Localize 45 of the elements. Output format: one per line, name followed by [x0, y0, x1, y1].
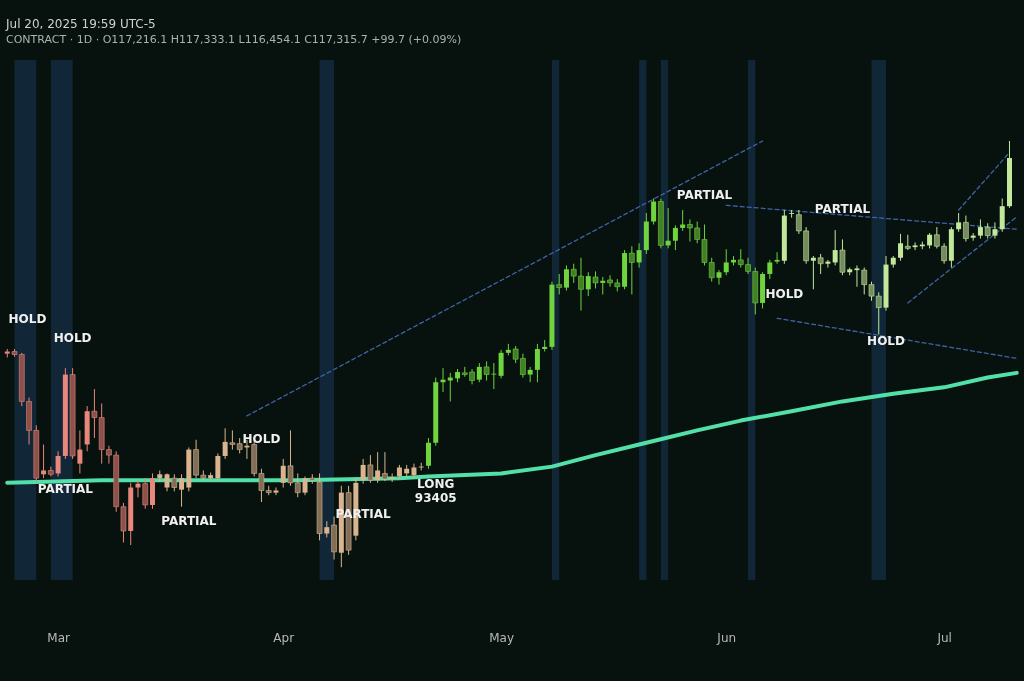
annotation: HOLD — [8, 311, 47, 326]
candlestick — [636, 242, 642, 269]
annotation: HOLD — [867, 333, 905, 348]
candlestick — [977, 218, 983, 240]
candlestick — [767, 259, 773, 280]
candlestick — [999, 198, 1005, 233]
x-tick-label: Apr — [273, 630, 295, 645]
x-tick-label: Mar — [47, 630, 70, 645]
candlestick — [854, 264, 860, 288]
chart-title: Jul 20, 2025 19:59 UTC-5 — [5, 17, 156, 31]
annotation: LONG 93405 — [414, 476, 457, 505]
candlestick — [498, 349, 504, 379]
candlestick — [963, 215, 969, 243]
x-tick-label: Jul — [936, 630, 952, 645]
candlestick — [41, 443, 47, 479]
annotation: PARTIAL — [161, 514, 217, 529]
candlestick — [956, 212, 962, 233]
candlestick — [534, 343, 540, 383]
candlestick — [672, 224, 678, 251]
candlestick — [215, 452, 221, 482]
candlestick — [382, 451, 388, 482]
candlestick — [629, 245, 635, 295]
candlestick — [563, 264, 569, 292]
annotation: PARTIAL — [814, 202, 871, 217]
candlestick — [142, 477, 149, 510]
annotation: HOLD — [765, 286, 804, 301]
candlestick — [556, 273, 563, 295]
candlestick — [723, 248, 729, 276]
x-tick-label: Jun — [716, 630, 737, 645]
candlestick — [912, 241, 918, 251]
annotation: HOLD — [242, 431, 281, 446]
annotation: PARTIAL — [676, 187, 733, 202]
annotation: HOLD — [53, 331, 92, 346]
annotation: PARTIAL — [37, 481, 94, 496]
candlestick — [651, 198, 657, 226]
candlestick — [774, 251, 780, 265]
candlestick — [179, 473, 185, 508]
candlestick — [447, 372, 453, 402]
candlestick — [55, 450, 61, 477]
candlestick — [425, 437, 431, 470]
candlestick — [810, 255, 816, 290]
candlestick — [898, 233, 904, 262]
chart-subtitle: CONTRACT · 1D · O117,216.1 H117,333.1 L116,454.1 C117,315.7 +99.7 (+0.09%) — [6, 33, 462, 46]
candlestick — [135, 479, 141, 498]
x-tick-label: May — [489, 630, 515, 645]
